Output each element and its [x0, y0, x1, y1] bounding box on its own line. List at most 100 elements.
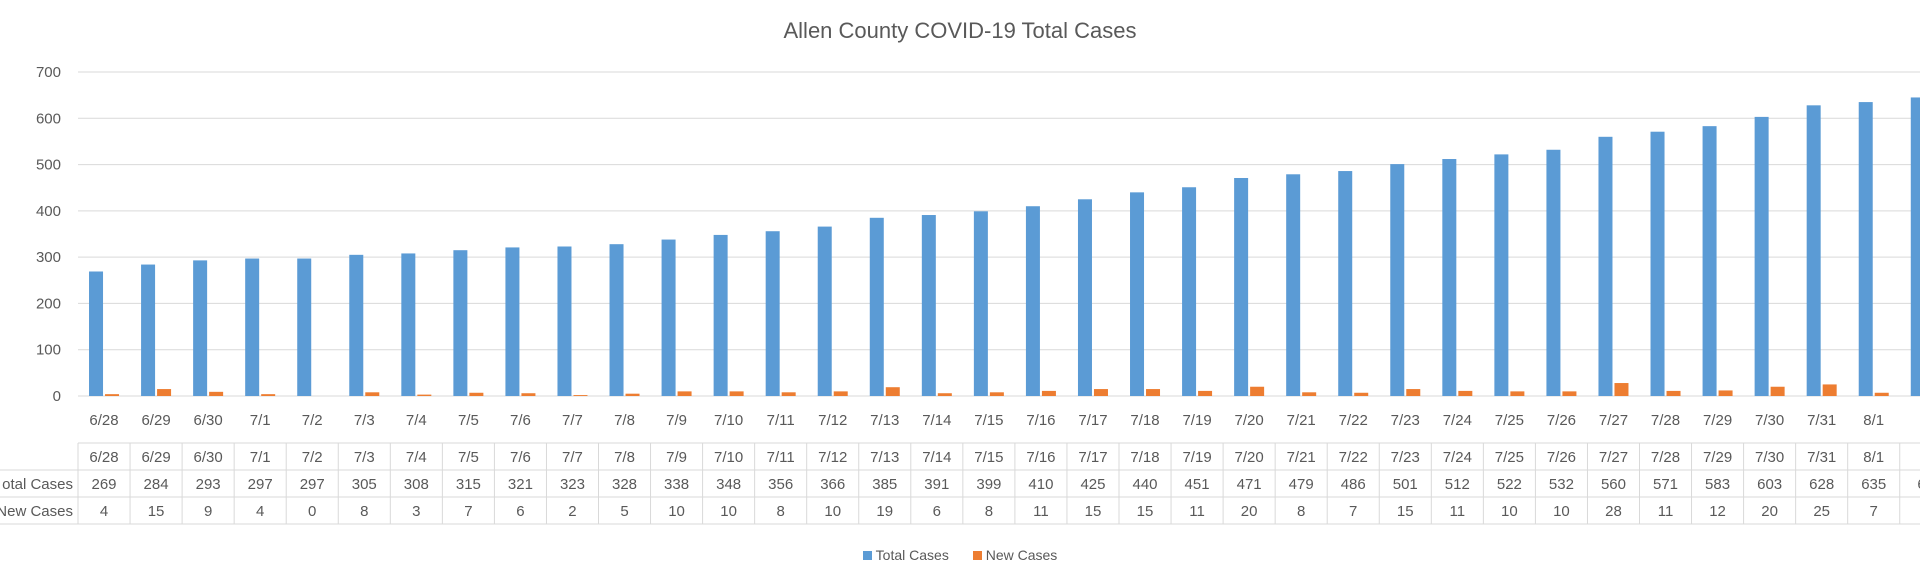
bar-total-cases: [869, 217, 884, 396]
table-header-cell: 7/30: [1755, 449, 1784, 466]
table-row-header: otal Cases: [2, 476, 73, 493]
table-cell: 479: [1289, 476, 1314, 493]
table-header-cell: 7/17: [1078, 449, 1107, 466]
bar-new-cases: [729, 391, 744, 396]
table-cell: 321: [508, 476, 533, 493]
table-cell: 338: [664, 476, 689, 493]
bar-new-cases: [573, 395, 588, 396]
table-header-cell: 7/23: [1391, 449, 1420, 466]
table-header-cell: 6/29: [141, 449, 170, 466]
x-tick-label: 8/1: [1863, 412, 1884, 429]
table-header-cell: 7/11: [767, 449, 795, 466]
x-tick-label: 7/8: [614, 412, 635, 429]
table-header-cell: 7/21: [1287, 449, 1316, 466]
bar-total-cases: [1077, 199, 1092, 396]
table-cell: 10: [720, 503, 737, 520]
x-tick-label: 7/20: [1235, 412, 1264, 429]
table-cell: 297: [300, 476, 325, 493]
table-header-cell: 7/19: [1182, 449, 1211, 466]
bar-new-cases: [469, 392, 484, 396]
bar-total-cases: [1338, 171, 1353, 396]
x-tick-label: 7/6: [510, 412, 531, 429]
bar-new-cases: [365, 392, 380, 396]
bar-new-cases: [989, 392, 1004, 396]
table-header-cell: 7/2: [302, 449, 323, 466]
bar-total-cases: [765, 231, 780, 396]
x-tick-label: 7/29: [1703, 412, 1732, 429]
x-tick-label: 6/28: [89, 412, 118, 429]
table-header-cell: 7/25: [1495, 449, 1524, 466]
x-tick-label: 7/4: [406, 412, 427, 429]
table-cell: 425: [1080, 476, 1105, 493]
table-cell: 8: [360, 503, 368, 520]
table-cell: 451: [1185, 476, 1210, 493]
table-cell: 10: [824, 503, 841, 520]
bar-total-cases: [1806, 105, 1821, 396]
table-cell: 15: [148, 503, 165, 520]
bar-total-cases: [1025, 206, 1040, 396]
table-cell: 560: [1601, 476, 1626, 493]
table-cell: 305: [352, 476, 377, 493]
bar-new-cases: [1770, 386, 1785, 396]
x-tick-label: 6/30: [194, 412, 223, 429]
y-tick-label: 500: [36, 157, 61, 174]
x-tick-label: 7/18: [1130, 412, 1159, 429]
x-tick-label: 7/10: [714, 412, 743, 429]
table-cell: 20: [1761, 503, 1778, 520]
bar-total-cases: [1598, 136, 1613, 397]
table-header-cell: 7/12: [818, 449, 847, 466]
x-tick-label: 7/14: [922, 412, 951, 429]
x-tick-label: 7/25: [1495, 412, 1524, 429]
bar-new-cases: [1041, 390, 1056, 396]
bar-new-cases: [1302, 392, 1317, 396]
bar-new-cases: [1718, 390, 1733, 396]
bar-new-cases: [625, 393, 640, 396]
bar-new-cases: [209, 391, 224, 396]
table-cell: 410: [1028, 476, 1053, 493]
bar-new-cases: [1510, 391, 1525, 396]
bar-total-cases: [1130, 192, 1145, 396]
table-cell: 440: [1133, 476, 1158, 493]
bar-total-cases: [141, 264, 156, 396]
table-header-cell: 7/20: [1235, 449, 1264, 466]
table-cell: 385: [872, 476, 897, 493]
table-cell: 628: [1809, 476, 1834, 493]
legend: Total Cases New Cases: [0, 547, 1920, 563]
table-header-cell: 7/6: [510, 449, 531, 466]
bar-new-cases: [1458, 390, 1473, 396]
bar-new-cases: [1250, 386, 1265, 396]
table-cell: 19: [876, 503, 893, 520]
table-cell: 356: [768, 476, 793, 493]
bar-total-cases: [713, 234, 728, 396]
x-tick-label: 7/23: [1391, 412, 1420, 429]
x-tick-label: 7/27: [1599, 412, 1628, 429]
x-tick-label: 7/9: [666, 412, 687, 429]
table-header-cell: 8/1: [1863, 449, 1884, 466]
table-cell: 5: [620, 503, 628, 520]
bar-total-cases: [557, 246, 572, 396]
table-cell: 603: [1757, 476, 1782, 493]
table-cell: 12: [1709, 503, 1726, 520]
bar-new-cases: [1146, 389, 1161, 396]
table-cell: 366: [820, 476, 845, 493]
table-cell: 3: [412, 503, 420, 520]
bar-total-cases: [609, 244, 624, 396]
table-header-cell: 7/7: [562, 449, 583, 466]
y-tick-label: 100: [36, 342, 61, 359]
table-cell: 8: [985, 503, 993, 520]
table-cell: 308: [404, 476, 429, 493]
table-header-cell: 7/15: [974, 449, 1003, 466]
bar-new-cases: [781, 392, 796, 396]
bar-total-cases: [349, 254, 364, 396]
table-header-cell: 7/5: [458, 449, 479, 466]
table-header-cell: 6/28: [89, 449, 118, 466]
table-cell: 532: [1549, 476, 1574, 493]
table-cell: 328: [612, 476, 637, 493]
y-tick-label: 700: [36, 64, 61, 81]
table-cell: 64: [1917, 476, 1920, 493]
x-tick-label: 7/31: [1807, 412, 1836, 429]
y-tick-label: 300: [36, 249, 61, 266]
x-tick-label: 7/2: [302, 412, 323, 429]
table-header-cell: 7/13: [870, 449, 899, 466]
bar-total-cases: [973, 211, 988, 396]
